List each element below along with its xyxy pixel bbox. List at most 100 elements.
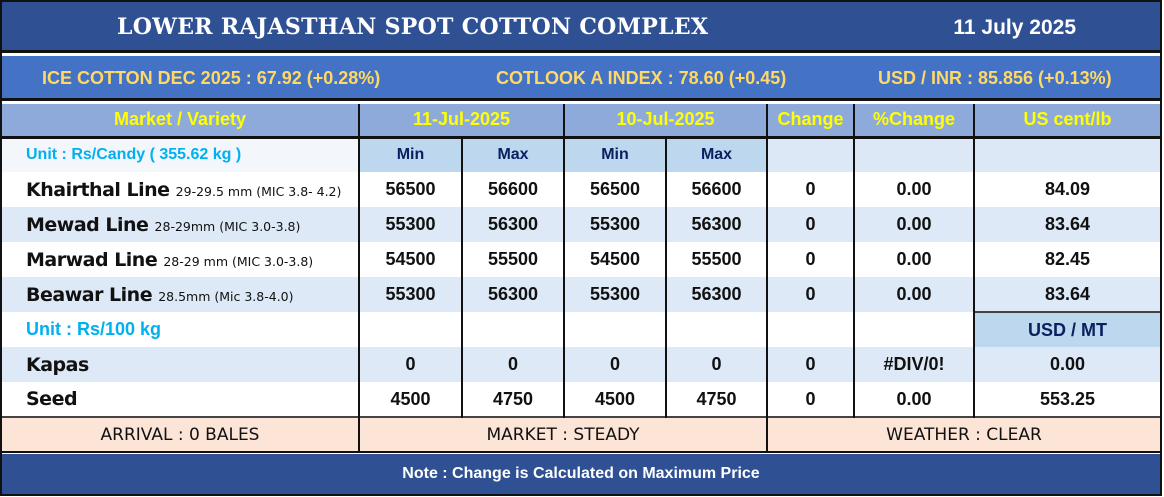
cell-max2: 55500 xyxy=(665,242,767,277)
header-pct-change: %Change xyxy=(853,104,974,139)
header-date-2: 10-Jul-2025 xyxy=(563,104,767,139)
cell-max2: 4750 xyxy=(665,382,767,417)
cell-us: 83.64 xyxy=(973,207,1160,242)
usd-mt-header: USD / MT xyxy=(973,311,1160,347)
report-title: LOWER RAJASTHAN SPOT COTTON COMPLEX xyxy=(117,14,709,40)
blank-cell xyxy=(563,312,666,347)
cell-max2: 0 xyxy=(665,347,767,382)
weather: WEATHER : CLEAR xyxy=(766,416,1160,453)
title-bar: LOWER RAJASTHAN SPOT COTTON COMPLEX 11 J… xyxy=(2,2,1160,53)
table-row: Seed 4500 4750 4500 4750 0 0.00 553.25 xyxy=(2,382,1160,417)
variety-spec: 28.5mm (Mic 3.8-4.0) xyxy=(158,288,294,304)
header-us-cent: US cent/lb xyxy=(973,104,1160,139)
cell-change: 0 xyxy=(766,277,854,312)
cell-us: 83.64 xyxy=(973,277,1160,312)
note: Note : Change is Calculated on Maximum P… xyxy=(2,454,1160,494)
variety-name: Marwad Line 28-29 mm (MIC 3.0-3.8) xyxy=(2,242,359,277)
cell-min1: 56500 xyxy=(358,172,462,207)
header-max-2: Max xyxy=(665,137,767,172)
variety-label: Seed xyxy=(26,388,78,410)
header-min-2: Min xyxy=(563,137,666,172)
table-row: Kapas 0 0 0 0 0 #DIV/0! 0.00 xyxy=(2,347,1160,382)
cell-min1: 4500 xyxy=(358,382,462,417)
blank-cell xyxy=(973,137,1160,172)
blank-cell xyxy=(665,312,767,347)
cell-max1: 56300 xyxy=(461,207,564,242)
blank-cell xyxy=(461,312,564,347)
arrival: ARRIVAL : 0 BALES xyxy=(2,416,359,453)
cell-max2: 56600 xyxy=(665,172,767,207)
variety-name: Mewad Line 28-29mm (MIC 3.0-3.8) xyxy=(2,207,359,242)
cell-change: 0 xyxy=(766,347,854,382)
blank-cell xyxy=(358,312,462,347)
variety-label: Kapas xyxy=(26,353,89,376)
usd-inr: USD / INR : 85.856 (+0.13%) xyxy=(878,68,1112,88)
blank-cell xyxy=(853,312,974,347)
unit-kg: Unit : Rs/100 kg xyxy=(2,312,359,347)
variety-name: Kapas xyxy=(2,347,359,382)
price-table: Market / Variety 11-Jul-2025 10-Jul-2025… xyxy=(2,104,1160,453)
variety-spec: 28-29mm (MIC 3.0-3.8) xyxy=(154,218,301,234)
variety-spec: 28-29 mm (MIC 3.0-3.8) xyxy=(163,253,314,269)
cell-change: 0 xyxy=(766,207,854,242)
variety-label: Marwad Line xyxy=(26,248,158,271)
cell-max1: 56600 xyxy=(461,172,564,207)
cell-min2: 54500 xyxy=(563,242,666,277)
cell-max1: 0 xyxy=(461,347,564,382)
ice-cotton: ICE COTTON DEC 2025 : 67.92 (+0.28%) xyxy=(42,68,381,88)
table-row: Marwad Line 28-29 mm (MIC 3.0-3.8) 54500 5… xyxy=(2,242,1160,277)
sub-headers: Unit : Rs/Candy ( 355.62 kg ) Min Max Mi… xyxy=(2,137,1160,172)
cell-min1: 54500 xyxy=(358,242,462,277)
cell-us: 0.00 xyxy=(973,347,1160,382)
header-date-1: 11-Jul-2025 xyxy=(358,104,564,139)
cell-pct: #DIV/0! xyxy=(853,347,974,382)
cell-pct: 0.00 xyxy=(853,242,974,277)
ticker-bar: ICE COTTON DEC 2025 : 67.92 (+0.28%) COT… xyxy=(2,56,1160,101)
cell-max1: 4750 xyxy=(461,382,564,417)
cell-min2: 55300 xyxy=(563,207,666,242)
header-max-1: Max xyxy=(461,137,564,172)
table-row: Mewad Line 28-29mm (MIC 3.0-3.8) 55300 563… xyxy=(2,207,1160,242)
cell-change: 0 xyxy=(766,242,854,277)
cell-us: 82.45 xyxy=(973,242,1160,277)
cell-pct: 0.00 xyxy=(853,382,974,417)
cell-change: 0 xyxy=(766,172,854,207)
header-change: Change xyxy=(766,104,854,139)
table-row: Beawar Line 28.5mm (Mic 3.8-4.0) 55300 563… xyxy=(2,277,1160,312)
cell-us: 553.25 xyxy=(973,382,1160,417)
header-min-1: Min xyxy=(358,137,462,172)
variety-name: Seed xyxy=(2,382,359,417)
cell-pct: 0.00 xyxy=(853,277,974,312)
cell-max1: 55500 xyxy=(461,242,564,277)
report-date: 11 July 2025 xyxy=(953,16,1076,39)
variety-name: Khairthal Line 29-29.5 mm (MIC 3.8- 4.2) xyxy=(2,172,359,207)
cell-min2: 0 xyxy=(563,347,666,382)
blank-cell xyxy=(766,137,854,172)
cell-change: 0 xyxy=(766,382,854,417)
cell-us: 84.09 xyxy=(973,172,1160,207)
cotlook-index: COTLOOK A INDEX : 78.60 (+0.45) xyxy=(496,68,787,88)
variety-spec: 29-29.5 mm (MIC 3.8- 4.2) xyxy=(175,183,342,199)
cell-min2: 55300 xyxy=(563,277,666,312)
unit-candy: Unit : Rs/Candy ( 355.62 kg ) xyxy=(2,137,359,172)
variety-name: Beawar Line 28.5mm (Mic 3.8-4.0) xyxy=(2,277,359,312)
blank-cell xyxy=(766,312,854,347)
cell-min2: 4500 xyxy=(563,382,666,417)
footer-row: ARRIVAL : 0 BALES MARKET : STEADY WEATHE… xyxy=(2,416,1160,453)
cell-min1: 55300 xyxy=(358,207,462,242)
cell-min2: 56500 xyxy=(563,172,666,207)
cell-max2: 56300 xyxy=(665,207,767,242)
variety-label: Khairthal Line xyxy=(26,178,170,201)
column-headers: Market / Variety 11-Jul-2025 10-Jul-2025… xyxy=(2,104,1160,139)
unit-row: Unit : Rs/100 kg USD / MT xyxy=(2,311,1160,347)
cell-pct: 0.00 xyxy=(853,207,974,242)
header-market: Market / Variety xyxy=(2,104,359,139)
variety-label: Mewad Line xyxy=(26,213,149,236)
table-row: Khairthal Line 29-29.5 mm (MIC 3.8- 4.2)… xyxy=(2,172,1160,207)
market-status: MARKET : STEADY xyxy=(358,416,767,453)
cell-pct: 0.00 xyxy=(853,172,974,207)
cell-min1: 55300 xyxy=(358,277,462,312)
variety-label: Beawar Line xyxy=(26,283,153,306)
cell-min1: 0 xyxy=(358,347,462,382)
